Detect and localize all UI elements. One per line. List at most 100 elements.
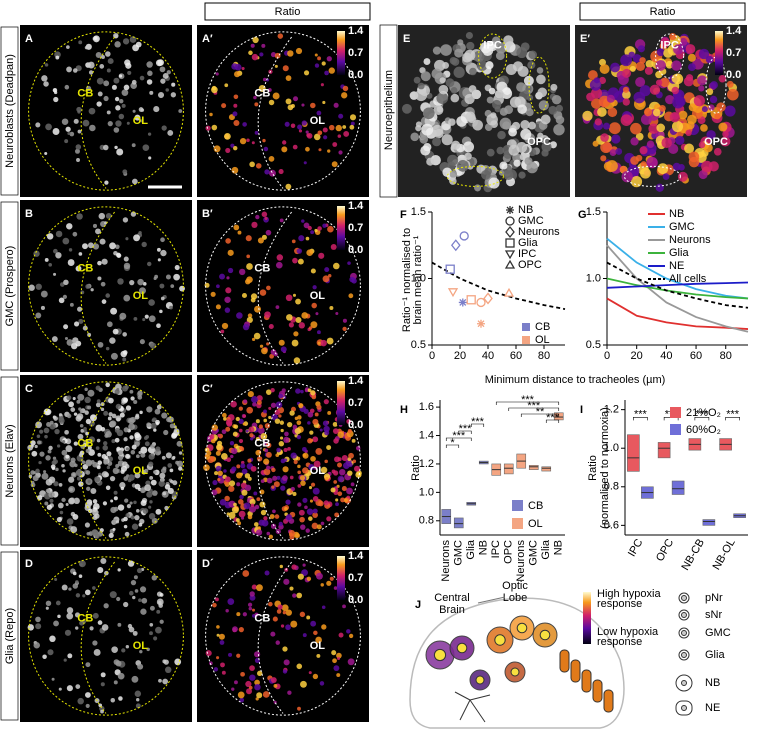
cell (701, 106, 708, 113)
marker (504, 250, 516, 260)
cell (87, 389, 95, 397)
cell (122, 385, 128, 392)
cell (146, 79, 153, 85)
cell (215, 304, 221, 310)
cell (134, 483, 141, 490)
cell (214, 471, 219, 476)
cell (113, 496, 118, 501)
cell (162, 491, 167, 496)
cell (219, 273, 225, 280)
cell (44, 501, 49, 506)
cell (249, 498, 256, 505)
cell (159, 283, 165, 289)
cell (140, 119, 144, 123)
cell (117, 278, 124, 285)
cell (672, 162, 681, 171)
cell (47, 649, 54, 656)
cell (44, 434, 48, 439)
cell (157, 91, 165, 99)
cell (333, 665, 340, 672)
cell (125, 447, 130, 451)
panel-letter: C′ (202, 383, 213, 395)
cell (233, 120, 240, 127)
cell (78, 318, 84, 324)
marker (466, 295, 476, 305)
cell (53, 272, 57, 276)
cell (123, 437, 128, 442)
cell (675, 135, 685, 145)
cell (314, 228, 318, 233)
cell (156, 247, 161, 252)
cell (227, 249, 234, 256)
cell (213, 667, 219, 672)
cell (170, 479, 174, 484)
cell (305, 236, 310, 241)
cell (59, 510, 64, 515)
cell (337, 475, 345, 483)
sig-bracket (445, 444, 460, 448)
cell (43, 427, 50, 434)
cell (282, 475, 288, 481)
cell (303, 222, 310, 229)
cell (249, 433, 254, 438)
cell (279, 564, 283, 569)
cell (490, 112, 497, 119)
cell (224, 132, 231, 140)
cell (169, 423, 175, 429)
cell (268, 156, 275, 162)
cell (139, 586, 147, 593)
cell (288, 322, 294, 328)
cell (123, 476, 129, 481)
x-tick-label: Neurons (440, 540, 452, 582)
cell (97, 460, 103, 465)
cell (218, 633, 225, 640)
cell (333, 262, 340, 270)
legend-label: CB (535, 321, 550, 333)
cell (256, 692, 263, 699)
cell (43, 81, 49, 87)
cell (64, 430, 69, 435)
box (671, 480, 685, 495)
cell (436, 106, 443, 113)
cell (169, 468, 174, 473)
cell (241, 292, 247, 299)
cell (348, 462, 353, 468)
cell (148, 315, 156, 323)
lobe-outline (80, 36, 115, 189)
cell (31, 450, 38, 457)
cell (330, 487, 336, 493)
cell (122, 350, 128, 355)
sig-bracket (520, 413, 560, 417)
cell (84, 396, 91, 404)
cell (136, 698, 140, 702)
cell (72, 231, 78, 237)
cell (285, 294, 293, 302)
cell (501, 163, 508, 170)
cell (319, 681, 325, 686)
cell (116, 252, 121, 258)
cell (348, 293, 354, 299)
cell (285, 98, 292, 105)
panel-letter: E (403, 33, 410, 45)
cell (415, 89, 428, 102)
cell (326, 445, 332, 451)
ne-outline (446, 165, 504, 187)
cell (121, 89, 129, 96)
cell (632, 54, 642, 63)
cell (231, 466, 237, 472)
y-tick-label: 0.8 (604, 481, 619, 493)
cell (225, 609, 229, 613)
cell (251, 141, 255, 145)
cell (117, 454, 124, 461)
cell (341, 486, 347, 492)
marker (505, 238, 515, 248)
cell (41, 75, 48, 82)
y-axis-label: Ratio⁻¹ normalised to (401, 228, 413, 332)
cell (103, 95, 109, 102)
cell (310, 268, 316, 274)
cell (53, 90, 58, 95)
cell (296, 435, 302, 440)
cell (338, 113, 344, 119)
sig-bracket (694, 417, 710, 421)
cell (281, 604, 289, 612)
